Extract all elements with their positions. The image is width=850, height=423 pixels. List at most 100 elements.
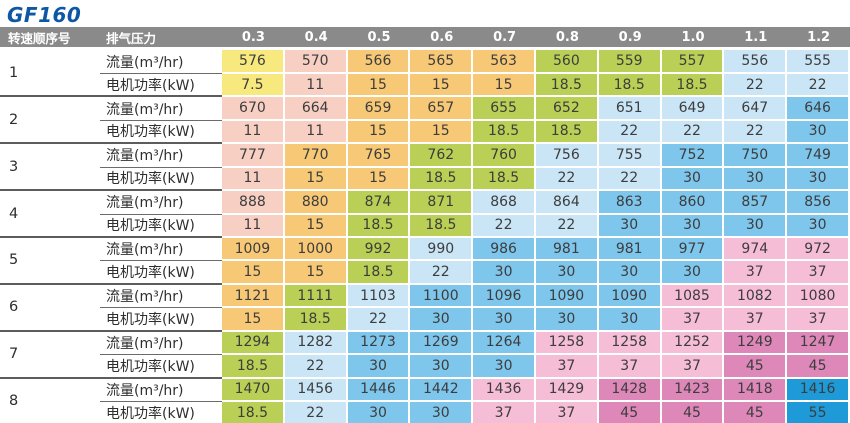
flow-value: 1470 bbox=[222, 378, 285, 402]
flow-value: 1249 bbox=[724, 331, 788, 356]
power-value: 30 bbox=[410, 355, 474, 379]
power-row-label: 电机功率(kW) bbox=[100, 120, 222, 145]
power-value: 37 bbox=[787, 308, 850, 332]
pressure-col-header: 0.4 bbox=[284, 27, 348, 47]
speed-header: 转速顺序号 bbox=[0, 27, 100, 47]
flow-value: 1423 bbox=[661, 378, 725, 402]
flow-value: 863 bbox=[598, 191, 662, 215]
flow-value: 755 bbox=[598, 144, 662, 168]
flow-value: 874 bbox=[347, 191, 411, 215]
power-value: 30 bbox=[598, 308, 662, 332]
flow-value: 1082 bbox=[724, 284, 788, 309]
flow-value: 888 bbox=[222, 191, 285, 215]
flow-value: 880 bbox=[284, 191, 348, 215]
power-row-label: 电机功率(kW) bbox=[100, 73, 222, 98]
flow-value: 1000 bbox=[284, 237, 348, 262]
power-value: 15 bbox=[284, 214, 348, 238]
power-value: 15 bbox=[222, 261, 285, 285]
power-value: 30 bbox=[724, 167, 788, 192]
flow-value: 1103 bbox=[347, 284, 411, 309]
flow-value: 1096 bbox=[473, 284, 536, 309]
flow-value: 1269 bbox=[410, 331, 474, 356]
flow-row-label: 流量(m³/hr) bbox=[100, 191, 222, 215]
power-value: 15 bbox=[347, 73, 411, 98]
flow-value: 1282 bbox=[284, 331, 348, 356]
flow-row-label: 流量(m³/hr) bbox=[100, 378, 222, 402]
flow-value: 1085 bbox=[661, 284, 725, 309]
pressure-header: 排气压力 bbox=[100, 27, 222, 47]
power-value: 18.5 bbox=[410, 214, 474, 238]
power-value: 15 bbox=[347, 120, 411, 145]
flow-value: 659 bbox=[347, 97, 411, 121]
pressure-col-header: 0.8 bbox=[535, 27, 599, 47]
power-value: 30 bbox=[535, 308, 599, 332]
pressure-col-header: 1.2 bbox=[787, 27, 850, 47]
spec-table: 转速顺序号 排气压力 0.3 0.4 0.5 0.6 0.7 0.8 0.9 1.0 1.1 1.2 1… bbox=[0, 27, 850, 423]
power-row-label: 电机功率(kW) bbox=[100, 355, 222, 379]
flow-value: 986 bbox=[473, 237, 536, 262]
power-value: 22 bbox=[535, 167, 599, 192]
flow-value: 1429 bbox=[535, 378, 599, 402]
power-value: 18.5 bbox=[598, 73, 662, 98]
power-row-label: 电机功率(kW) bbox=[100, 308, 222, 332]
power-value: 37 bbox=[724, 308, 788, 332]
flow-row-label: 流量(m³/hr) bbox=[100, 284, 222, 309]
flow-value: 974 bbox=[724, 237, 788, 262]
power-value: 18.5 bbox=[222, 402, 285, 423]
power-value: 30 bbox=[347, 355, 411, 379]
power-value: 22 bbox=[410, 261, 474, 285]
power-value: 30 bbox=[661, 167, 725, 192]
power-value: 22 bbox=[598, 167, 662, 192]
flow-value: 972 bbox=[787, 237, 850, 262]
power-value: 30 bbox=[535, 261, 599, 285]
power-value: 45 bbox=[661, 402, 725, 423]
power-value: 18.5 bbox=[473, 120, 536, 145]
power-value: 22 bbox=[724, 120, 788, 145]
flow-value: 1090 bbox=[535, 284, 599, 309]
flow-value: 864 bbox=[535, 191, 599, 215]
page-title: GF160 bbox=[7, 3, 82, 27]
flow-value: 760 bbox=[473, 144, 536, 168]
flow-value: 750 bbox=[724, 144, 788, 168]
flow-value: 762 bbox=[410, 144, 474, 168]
flow-value: 1258 bbox=[535, 331, 599, 356]
flow-value: 565 bbox=[410, 50, 474, 74]
flow-value: 1428 bbox=[598, 378, 662, 402]
power-value: 22 bbox=[598, 120, 662, 145]
flow-value: 765 bbox=[347, 144, 411, 168]
flow-value: 560 bbox=[535, 50, 599, 74]
pressure-col-header: 0.6 bbox=[410, 27, 474, 47]
power-row-label: 电机功率(kW) bbox=[100, 167, 222, 192]
power-value: 15 bbox=[284, 167, 348, 192]
flow-value: 1252 bbox=[661, 331, 725, 356]
power-value: 18.5 bbox=[284, 308, 348, 332]
power-value: 30 bbox=[473, 355, 536, 379]
power-value: 18.5 bbox=[661, 73, 725, 98]
flow-row-label: 流量(m³/hr) bbox=[100, 237, 222, 262]
flow-value: 555 bbox=[787, 50, 850, 74]
flow-value: 749 bbox=[787, 144, 850, 168]
flow-value: 1446 bbox=[347, 378, 411, 402]
flow-value: 570 bbox=[284, 50, 348, 74]
pressure-col-header: 1.0 bbox=[661, 27, 725, 47]
power-value: 11 bbox=[284, 120, 348, 145]
power-value: 18.5 bbox=[535, 120, 599, 145]
power-value: 22 bbox=[347, 308, 411, 332]
power-value: 30 bbox=[724, 214, 788, 238]
speed-number: 4 bbox=[0, 191, 100, 238]
power-value: 11 bbox=[222, 214, 285, 238]
flow-value: 649 bbox=[661, 97, 725, 121]
flow-value: 670 bbox=[222, 97, 285, 121]
pressure-col-header: 1.1 bbox=[724, 27, 788, 47]
flow-value: 857 bbox=[724, 191, 788, 215]
speed-number: 8 bbox=[0, 378, 100, 423]
power-value: 37 bbox=[473, 402, 536, 423]
flow-value: 977 bbox=[661, 237, 725, 262]
pressure-col-header: 0.7 bbox=[473, 27, 536, 47]
flow-value: 981 bbox=[598, 237, 662, 262]
power-value: 15 bbox=[410, 73, 474, 98]
flow-value: 756 bbox=[535, 144, 599, 168]
flow-value: 1009 bbox=[222, 237, 285, 262]
power-value: 45 bbox=[598, 402, 662, 423]
